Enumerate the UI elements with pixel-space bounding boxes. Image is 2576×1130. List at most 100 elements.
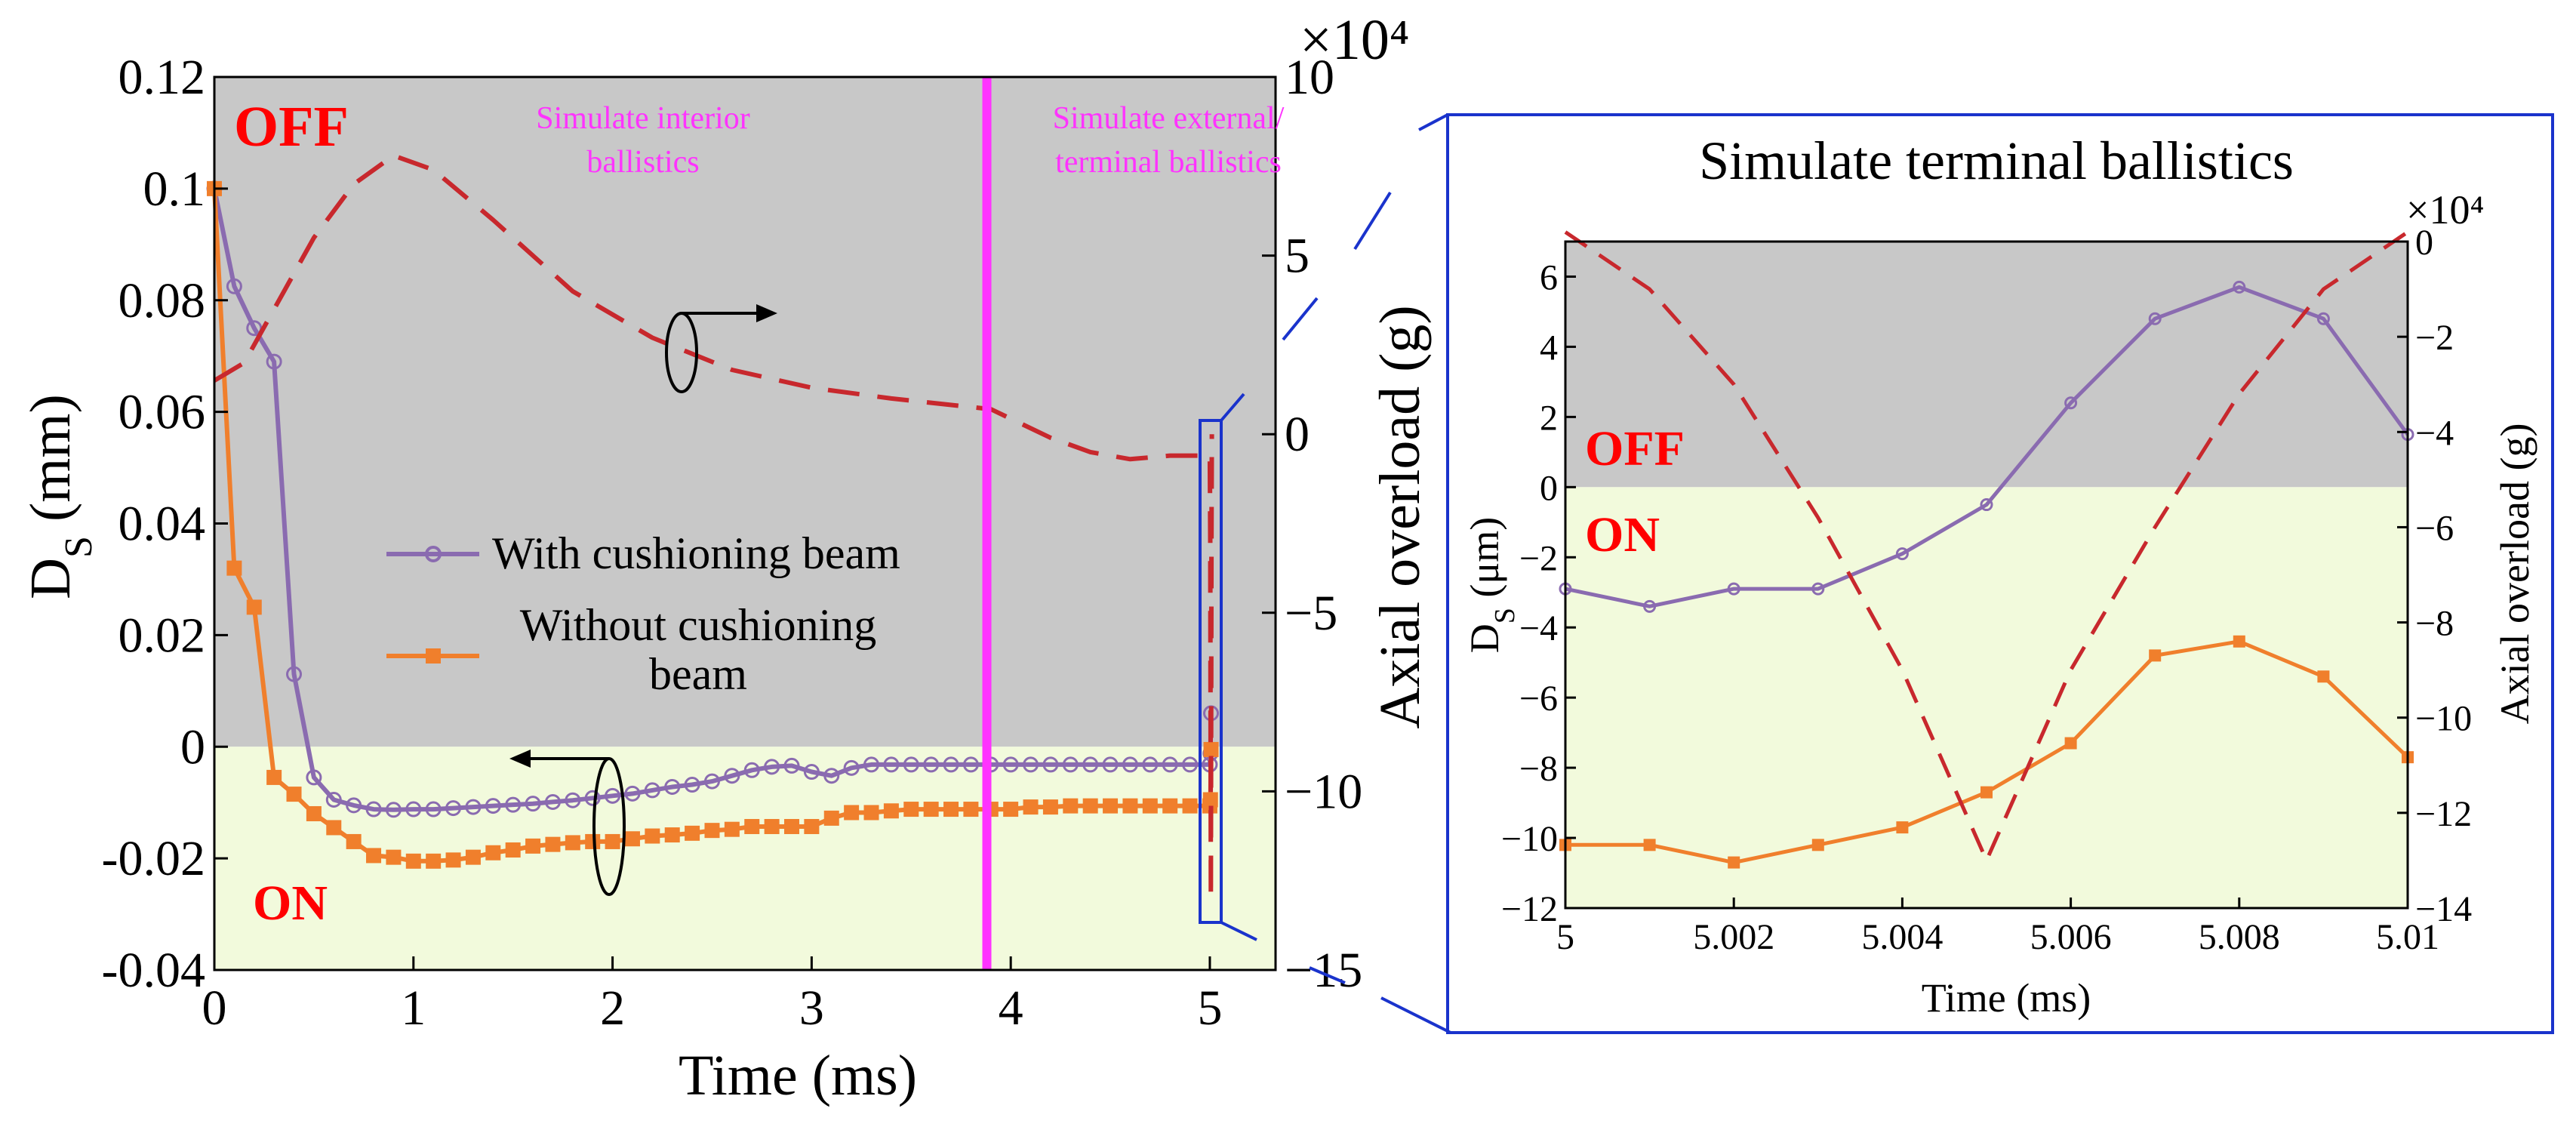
- main-y-right-tick-label: 0: [1285, 407, 1310, 462]
- inset-series-1-point: [2317, 670, 2330, 683]
- inset-series-1-point: [1896, 821, 1909, 834]
- main-series-0-point: [803, 764, 820, 781]
- inset-series-0-point: [1811, 582, 1825, 596]
- main-series-0-point: [385, 802, 402, 818]
- main-y-right-tick-label: 10: [1285, 50, 1334, 105]
- main-series-0-point: [525, 796, 541, 812]
- main-series-1-point: [764, 818, 780, 834]
- main-x-tick-label: 1: [401, 981, 426, 1036]
- main-series-1-point: [1042, 799, 1058, 815]
- inset-ticks-layer: 5 5.002 5.004 5.006 5.008 5.01 6 4 2 0 −2 −4 −6 −8 −10…: [1501, 223, 2472, 957]
- main-series-0-point: [544, 793, 561, 810]
- main-series-0-point: [1042, 756, 1059, 773]
- inset-plot-frame: [1564, 240, 2409, 910]
- legend-with-label: With cushioning beam: [492, 528, 900, 578]
- inset-y-right-tick-label: −14: [2415, 889, 2472, 929]
- main-y-left-tick-label: -0.04: [102, 943, 205, 998]
- inset-series-1-point: [1980, 786, 1993, 799]
- inset-y-right-tick-label: −2: [2415, 318, 2454, 358]
- main-series-0-point: [624, 785, 641, 802]
- main-series-0-point: [405, 801, 422, 817]
- inset-on-label: ON: [1585, 507, 1660, 562]
- inset-y-right-tick-label: −10: [2415, 699, 2472, 739]
- main-y-left-tick-label: 0.02: [118, 608, 206, 663]
- legend-without-cushioning: Without cushioning beam: [386, 600, 876, 699]
- main-series-1-point: [1122, 798, 1138, 814]
- main-y-left-tick-label: 0.04: [118, 497, 206, 552]
- legend-with-cushioning: With cushioning beam: [386, 528, 900, 578]
- main-series-0-point: [883, 756, 900, 773]
- main-series-0-point: [485, 798, 501, 814]
- main-series-0-point: [605, 787, 621, 804]
- main-y-right-label: Axial overload (g): [1368, 305, 1432, 728]
- inset-title: Simulate terminal ballistics: [1699, 131, 2294, 191]
- main-series-1-point: [605, 833, 620, 849]
- main-ticks-layer: 0 1 2 3 4 5 0.12 0.1 0.08 0.06 0.04 0.02 0 -0.02 -0.04…: [102, 50, 1363, 1036]
- main-series-0-point: [703, 773, 720, 790]
- main-x-tick-label: 0: [202, 981, 227, 1036]
- main-y-right-tick-label: −15: [1285, 943, 1362, 998]
- main-series-1-point: [903, 802, 919, 817]
- main-y-right-tick-label: 5: [1285, 229, 1310, 284]
- inset-frame: [1446, 113, 2554, 1034]
- inset-series-0-line: [1565, 285, 2410, 608]
- main-chart: 0 1 2 3 4 5 0.12 0.1 0.08 0.06 0.04 0.02 0 -0.02 -0.04…: [19, 8, 1432, 1107]
- main-series-0-point: [584, 790, 601, 806]
- main-series-1-point: [1023, 799, 1039, 815]
- inset-y-right-tick-label: 0: [2415, 223, 2433, 263]
- main-x-tick-label: 5: [1197, 981, 1222, 1036]
- main-series-0-point: [783, 757, 800, 774]
- inset-series-layer: [1559, 230, 2414, 869]
- note-interior-line1: Simulate interior: [536, 101, 749, 136]
- main-series-0-point: [1102, 756, 1119, 773]
- main-series-1-point: [366, 848, 382, 864]
- inset-y-left-label-sub: S: [1489, 608, 1521, 624]
- main-series-1-point: [445, 852, 461, 868]
- main-series-1-point: [1142, 798, 1158, 814]
- inset-x-tick-label: 5.008: [2199, 917, 2280, 957]
- main-series-0-point: [365, 801, 382, 817]
- legend: With cushioning beam Without cushioning …: [386, 528, 900, 699]
- inset-y-right-label: Axial overload (g): [2492, 423, 2538, 725]
- main-right-exponent: ×10⁴: [1300, 8, 1409, 72]
- inset-series-0-point: [1895, 547, 1909, 561]
- main-series-0-point: [1023, 756, 1039, 773]
- inset-y-left-label-main: D: [1462, 624, 1507, 653]
- main-series-1-point: [844, 805, 860, 821]
- inset-y-left-tick-label: −4: [1519, 608, 1558, 648]
- inset-y-left-tick-label: 0: [1540, 468, 1558, 508]
- main-series-0-point: [903, 756, 919, 773]
- main-x-axis-label: Time (ms): [679, 1044, 917, 1107]
- inset-x-axis-label: Time (ms): [1922, 975, 2091, 1021]
- main-series-0-point: [465, 799, 482, 815]
- main-series-1-point: [1103, 798, 1119, 814]
- main-series-0-point: [565, 792, 581, 808]
- inset-x-tick-label: 5.006: [2030, 917, 2112, 957]
- main-series-1-point: [306, 805, 322, 821]
- main-series-1-point: [704, 823, 720, 839]
- inset-series-0-point: [2148, 312, 2162, 325]
- main-series-0-point: [644, 782, 660, 799]
- main-series-0-point: [923, 756, 940, 773]
- main-series-1-point: [386, 849, 402, 865]
- inset-chart: Simulate terminal ballistics 5 5.002 5.004…: [1446, 113, 2554, 1034]
- inset-series-2-line: [1564, 230, 2409, 863]
- main-y-left-label-sub: S: [57, 536, 100, 558]
- inset-y-right-tick-label: −4: [2415, 413, 2454, 453]
- main-series-1-point: [1003, 802, 1019, 817]
- main-series-1-point: [505, 842, 521, 858]
- main-series-1-point: [883, 803, 899, 819]
- legend-without-label-line1: Without cushioning: [520, 600, 877, 650]
- main-series-1-point: [1182, 798, 1198, 814]
- main-off-region: [214, 77, 1276, 747]
- inset-y-left-tick-label: −12: [1501, 889, 1558, 929]
- main-series-0-point: [1162, 756, 1178, 773]
- main-series-1-point: [783, 818, 799, 834]
- main-series-layer: [206, 153, 1220, 901]
- main-series-1-point: [426, 853, 442, 869]
- inset-x-tick-label: 5: [1556, 917, 1574, 957]
- main-on-label: ON: [253, 876, 328, 931]
- main-series-2-line: [213, 153, 1214, 901]
- main-series-0-point: [226, 278, 242, 294]
